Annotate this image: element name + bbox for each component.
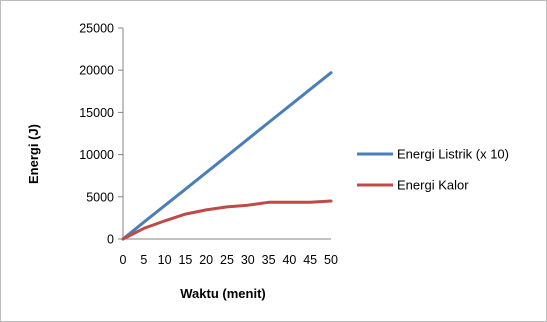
legend-entry-2: Energi Kalor: [357, 178, 469, 193]
series-line-2: [121, 199, 333, 241]
x-tick-label: 5: [140, 253, 147, 267]
axes: [118, 27, 331, 240]
x-tick-label: 0: [120, 253, 127, 267]
series-lines: [121, 71, 333, 241]
x-tick-label: 45: [303, 253, 317, 267]
y-tick-label: 0: [107, 233, 114, 247]
series-line-1: [121, 71, 333, 241]
x-axis-title: Waktu (menit): [180, 286, 265, 301]
x-tick-label: 40: [282, 253, 296, 267]
legend-label: Energi Listrik (x 10): [397, 147, 509, 162]
x-tick-label: 25: [220, 253, 234, 267]
y-tick-label: 25000: [79, 22, 114, 36]
x-tick-label: 50: [324, 253, 338, 267]
x-tick-label: 35: [262, 253, 276, 267]
y-tick-label: 20000: [79, 64, 114, 78]
x-tick-label: 15: [178, 253, 192, 267]
y-tick-label: 5000: [86, 190, 114, 204]
y-tick-label: 15000: [79, 106, 114, 120]
x-tick-label: 20: [199, 253, 213, 267]
x-tick-label: 10: [158, 253, 172, 267]
y-axis-title: Energi (J): [26, 124, 41, 184]
legend-entry-1: Energi Listrik (x 10): [357, 147, 509, 162]
y-tick-label: 10000: [79, 148, 114, 162]
legend: Energi Listrik (x 10) Energi Kalor: [357, 147, 509, 193]
legend-label: Energi Kalor: [397, 178, 469, 193]
x-tick-label: 30: [241, 253, 255, 267]
